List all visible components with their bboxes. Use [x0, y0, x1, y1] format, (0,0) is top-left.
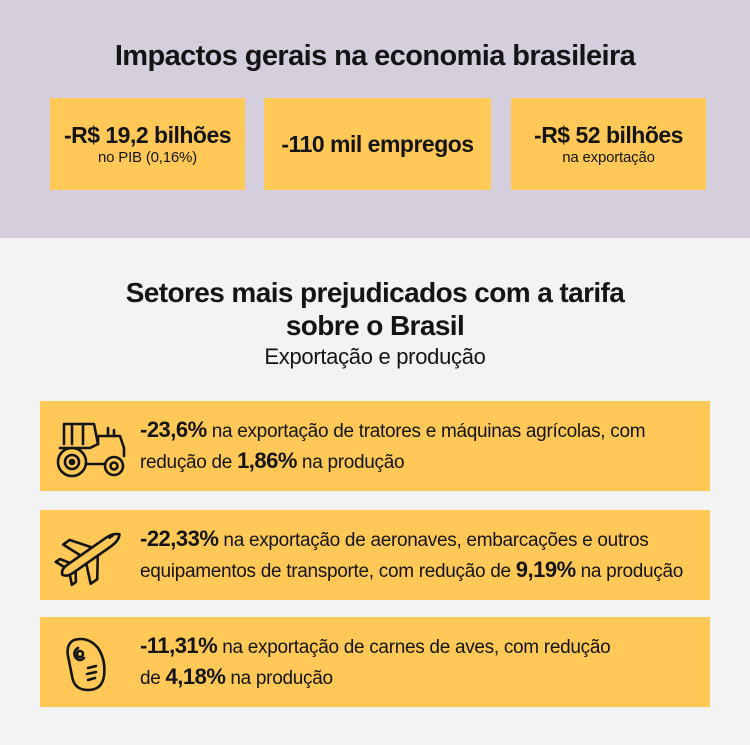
sector-card-poultry: -11,31% na exportação de carnes de aves,…	[40, 617, 710, 707]
export-percent: -11,31%	[140, 633, 218, 658]
meat-icon	[66, 637, 106, 692]
tractor-icon	[56, 422, 126, 478]
export-impact-value: -R$ 52 bilhões	[534, 121, 683, 148]
sector-card-tractors: -23,6% na exportação de tratores e máqui…	[40, 401, 710, 491]
general-impacts-title: Impactos gerais na economia brasileira	[114, 40, 636, 72]
production-percent: 4,18%	[165, 664, 226, 689]
sectors-title: Setores mais prejudicados com a tarifa s…	[125, 277, 625, 341]
jobs-impact-card: -110 mil empregos	[264, 98, 491, 190]
export-percent: -22,33%	[140, 526, 219, 551]
airplane-icon	[54, 532, 121, 587]
export-impact-card: -R$ 52 bilhões na exportação	[511, 98, 706, 190]
export-impact-label: na exportação	[562, 148, 655, 166]
production-percent: 1,86%	[237, 448, 297, 473]
jobs-impact-value: -110 mil empregos	[281, 131, 474, 157]
gdp-impact-card: -R$ 19,2 bilhões no PIB (0,16%)	[50, 98, 245, 190]
sector-text-tractors: -23,6% na exportação de tratores e máqui…	[140, 417, 646, 473]
export-percent: -23,6%	[140, 417, 207, 442]
sector-card-aircraft: -22,33% na exportação de aeronaves, emba…	[40, 510, 710, 600]
sector-text-aircraft: -22,33% na exportação de aeronaves, emba…	[140, 526, 684, 582]
sector-text-poultry: -11,31% na exportação de carnes de aves,…	[140, 633, 611, 689]
production-percent: 9,19%	[515, 557, 576, 582]
gdp-impact-label: no PIB (0,16%)	[98, 148, 197, 166]
sectors-subtitle: Exportação e produção	[264, 344, 486, 369]
gdp-impact-value: -R$ 19,2 bilhões	[63, 121, 232, 148]
